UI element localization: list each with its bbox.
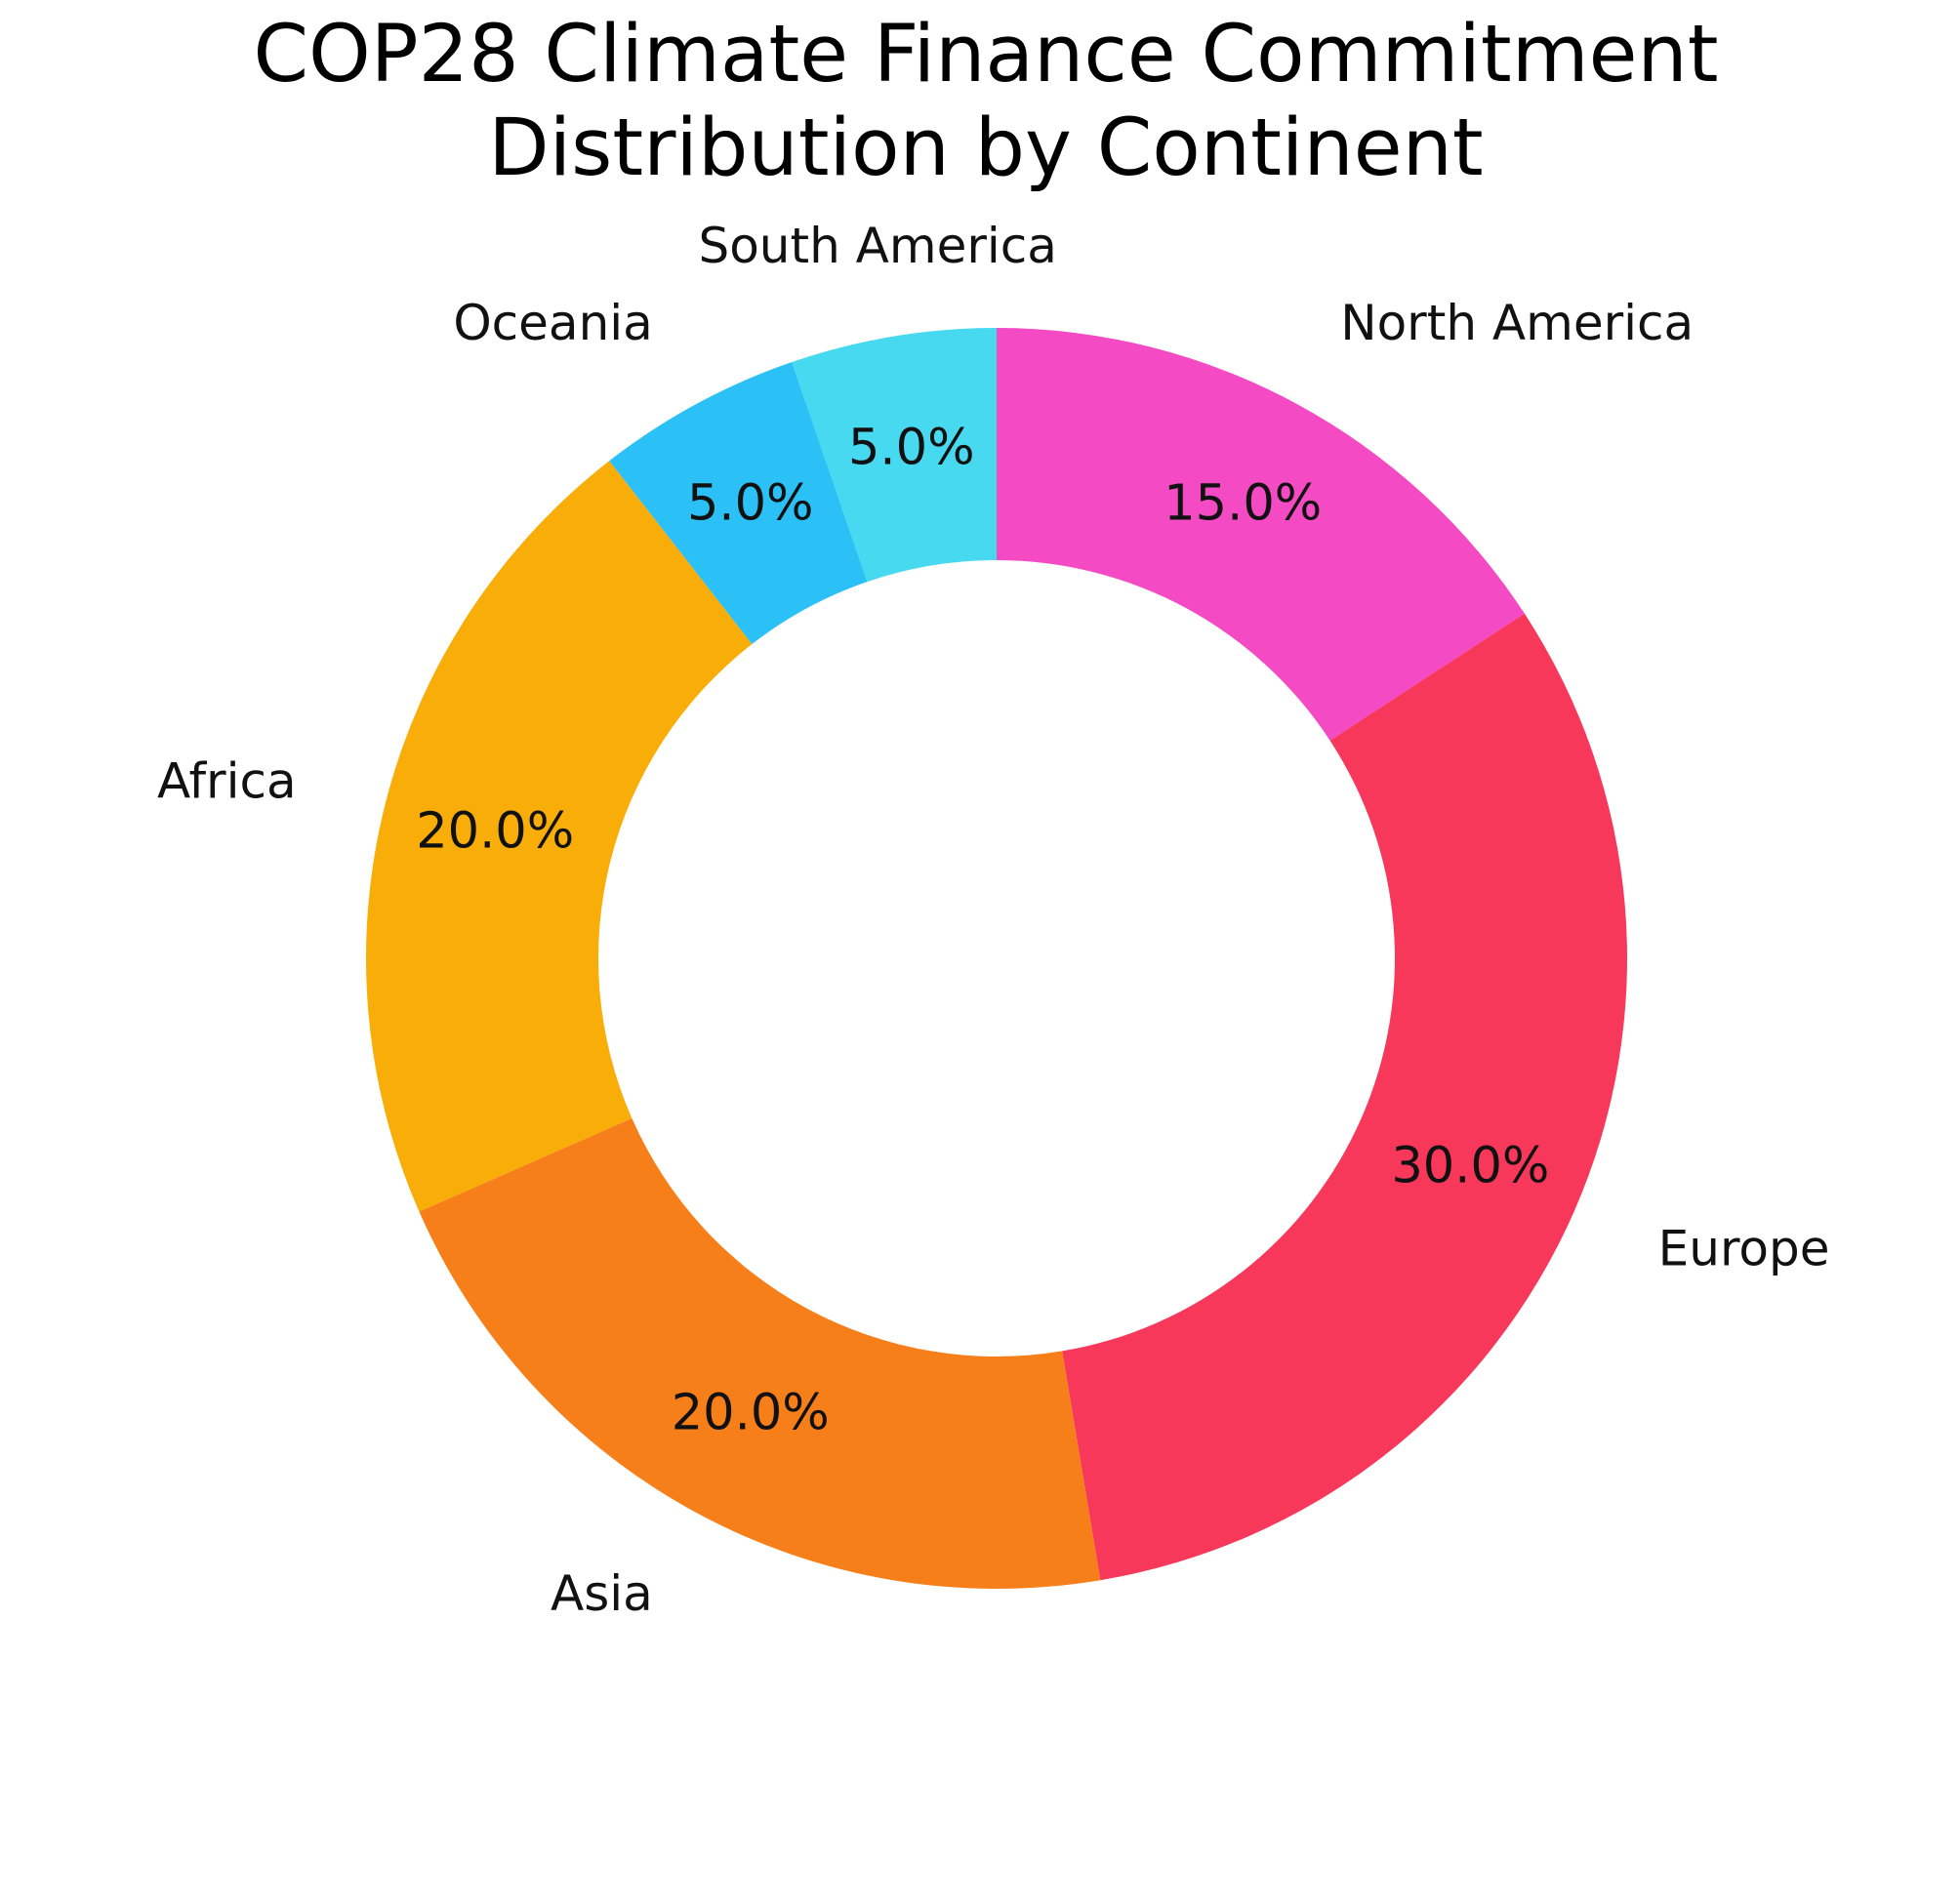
- pct-label-europe: 30.0%: [1391, 1137, 1549, 1194]
- pct-label-north-america: 15.0%: [1164, 474, 1322, 532]
- category-label-north-america: North America: [1340, 295, 1694, 351]
- pct-label-asia: 20.0%: [672, 1385, 830, 1442]
- category-label-asia: Asia: [551, 1565, 653, 1622]
- category-label-oceania: Oceania: [453, 295, 652, 351]
- category-label-africa: Africa: [157, 752, 297, 809]
- slice-south-america: [792, 328, 997, 583]
- category-label-south-america: South America: [698, 218, 1056, 274]
- slice-asia: [419, 1117, 1101, 1590]
- slice-oceania: [609, 362, 868, 645]
- chart-title-line-2: Distribution by Continent: [488, 102, 1484, 194]
- percentage-labels: 15.0% 30.0% 20.0% 20.0% 5.0% 5.0%: [416, 420, 1549, 1442]
- pct-label-oceania: 5.0%: [687, 474, 814, 532]
- category-label-europe: Europe: [1658, 1220, 1830, 1276]
- pct-label-south-america: 5.0%: [848, 420, 975, 477]
- chart-title-line-1: COP28 Climate Finance Commitment: [253, 9, 1719, 101]
- pct-label-africa: 20.0%: [416, 802, 574, 860]
- chart-title-text: COP28 Climate Finance Commitment Distrib…: [0, 8, 1960, 195]
- slice-north-america: [997, 328, 1525, 741]
- slice-europe: [1062, 613, 1627, 1581]
- donut-slices: [366, 328, 1627, 1590]
- slice-africa: [366, 461, 753, 1212]
- category-labels: North America Europe Asia Africa Oceania Sout…: [157, 218, 1829, 1622]
